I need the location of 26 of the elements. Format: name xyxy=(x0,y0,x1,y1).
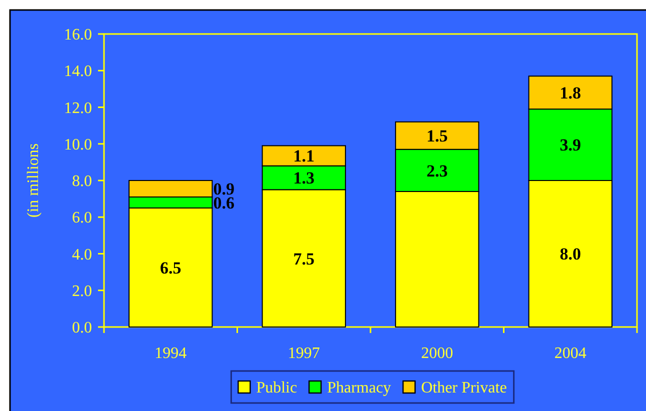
legend-label: Pharmacy xyxy=(327,380,392,397)
data-label: 1.8 xyxy=(560,84,581,103)
x-tick-label: 2000 xyxy=(421,345,454,362)
x-tick-label: 1994 xyxy=(154,345,187,362)
legend-label: Other Private xyxy=(421,380,507,397)
x-tick-label: 2004 xyxy=(554,345,586,362)
y-tick-label: 0.0 xyxy=(72,320,92,337)
y-axis-title: (in millions xyxy=(25,143,42,218)
y-tick-label: 16.0 xyxy=(64,26,92,44)
data-label: 7.5 xyxy=(293,249,314,268)
y-tick-label: 4.0 xyxy=(72,246,92,264)
data-label: 6.5 xyxy=(160,258,182,278)
data-label: 1.1 xyxy=(293,146,314,166)
data-label: 2.3 xyxy=(426,161,448,180)
data-label: 8.0 xyxy=(560,244,581,264)
y-tick-label: 8.0 xyxy=(72,173,92,190)
y-tick-label: 10.0 xyxy=(64,136,92,154)
y-tick-label: 12.0 xyxy=(64,100,92,117)
data-label: 1.3 xyxy=(293,168,314,188)
y-tick-label: 2.0 xyxy=(72,282,92,300)
y-tick-label: 14.0 xyxy=(64,63,92,80)
data-label: 3.9 xyxy=(560,136,581,155)
data-label: 1.5 xyxy=(426,126,448,146)
legend-label: Public xyxy=(256,380,298,397)
x-tick-label: 1997 xyxy=(288,345,320,362)
y-tick-label: 6.0 xyxy=(72,210,92,227)
